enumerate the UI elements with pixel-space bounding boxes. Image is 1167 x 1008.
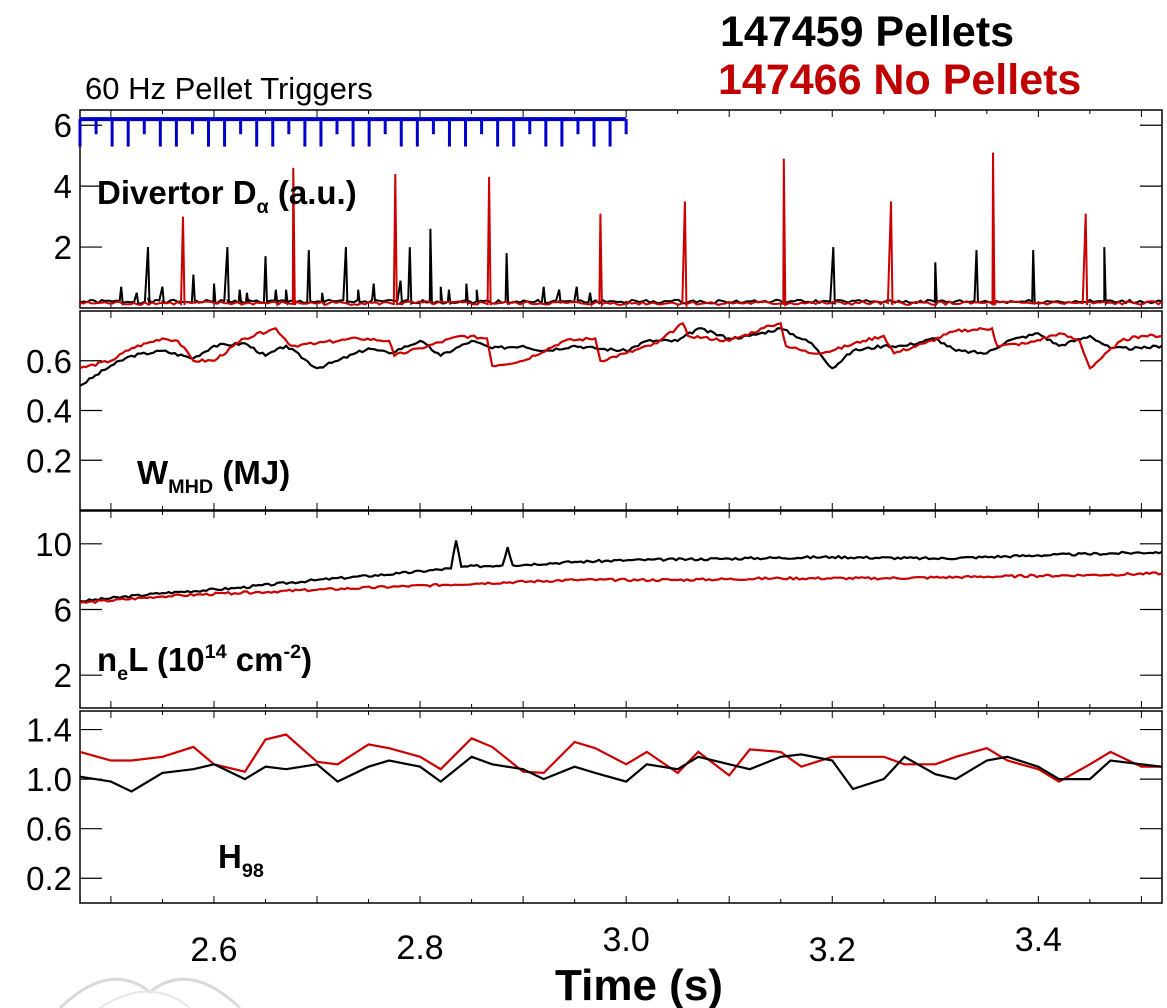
legend-shot-pellets: 147459 Pellets <box>720 8 1014 57</box>
divertor-label-part: (a.u.) <box>269 174 357 211</box>
label-layer: 2 4 6 0.2 0.4 0.6 2 6 10 0.2 0.6 1.0 1.4 2.6 2.8 3.0 3.2… <box>26 71 1062 1008</box>
panel-frames <box>80 110 1162 903</box>
density-label-part: e <box>117 663 128 685</box>
y-tick-label-wmhd: 0.4 <box>26 393 72 430</box>
y-tick-label-divertor: 4 <box>54 168 72 205</box>
wmhd-label: WMHD (MJ) <box>137 454 290 498</box>
y-tick-label-density: 10 <box>35 526 72 563</box>
h98-label-part: 98 <box>242 860 264 882</box>
divertor-label-part: Divertor D <box>97 174 257 211</box>
x-tick-label: 3.4 <box>1015 921 1062 959</box>
x-tick-label: 2.6 <box>190 931 237 969</box>
x-axis-title: Time (s) <box>555 961 723 1008</box>
y-tick-label-h98: 0.2 <box>26 860 72 897</box>
wmhd-label-part: MHD <box>168 476 213 498</box>
series-group-h98 <box>80 735 1162 792</box>
series-line-no-pellets <box>80 323 1162 368</box>
divertor-label-part: α <box>257 196 269 218</box>
x-tick-label: 3.0 <box>603 921 650 959</box>
density-label-part: n <box>97 641 117 678</box>
wmhd-label-part: (MJ) <box>213 454 290 491</box>
panel-frame <box>80 511 1162 708</box>
y-tick-label-divertor: 2 <box>54 229 72 266</box>
density-label-part: 14 <box>205 641 227 663</box>
y-tick-label-divertor: 6 <box>54 107 72 144</box>
density-label-part: ) <box>301 641 312 678</box>
y-tick-label-wmhd: 0.2 <box>26 442 72 479</box>
series-group-density <box>80 541 1162 603</box>
density-label-part: L (10 <box>128 641 204 678</box>
density-label-part: cm <box>227 641 284 678</box>
h98-label: H98 <box>218 838 264 882</box>
y-tick-label-density: 2 <box>54 657 72 694</box>
x-tick-label: 3.2 <box>809 931 856 969</box>
wmhd-label-part: W <box>137 454 169 491</box>
density-label: neL (1014 cm-2) <box>97 641 312 685</box>
panel-density <box>80 511 1162 708</box>
y-tick-label-h98: 0.6 <box>26 811 72 848</box>
logo-arc <box>60 979 240 1008</box>
watermark-logo <box>60 979 240 1008</box>
series-line-pellets <box>80 229 1162 304</box>
logo-arc-inner <box>100 992 190 1008</box>
x-tick-label: 2.8 <box>396 929 443 967</box>
pellet-trigger-annotation: 60 Hz Pellet Triggers <box>85 71 373 106</box>
series-line-pellets <box>80 754 1162 791</box>
density-label-part: -2 <box>284 641 302 663</box>
series-line-pellets <box>80 328 1162 385</box>
pellet-trigger-train <box>80 119 626 146</box>
y-tick-label-h98: 1.0 <box>26 761 72 798</box>
y-tick-label-wmhd: 0.6 <box>26 343 72 380</box>
series-group-wmhd <box>80 323 1162 385</box>
y-tick-label-h98: 1.4 <box>26 712 72 749</box>
h98-label-part: H <box>218 838 242 875</box>
series-group-divertor <box>80 119 1162 305</box>
y-tick-label-density: 6 <box>54 592 72 629</box>
divertor-label: Divertor Dα (a.u.) <box>97 174 357 218</box>
legend-shot-no-pellets: 147466 No Pellets <box>718 56 1081 105</box>
